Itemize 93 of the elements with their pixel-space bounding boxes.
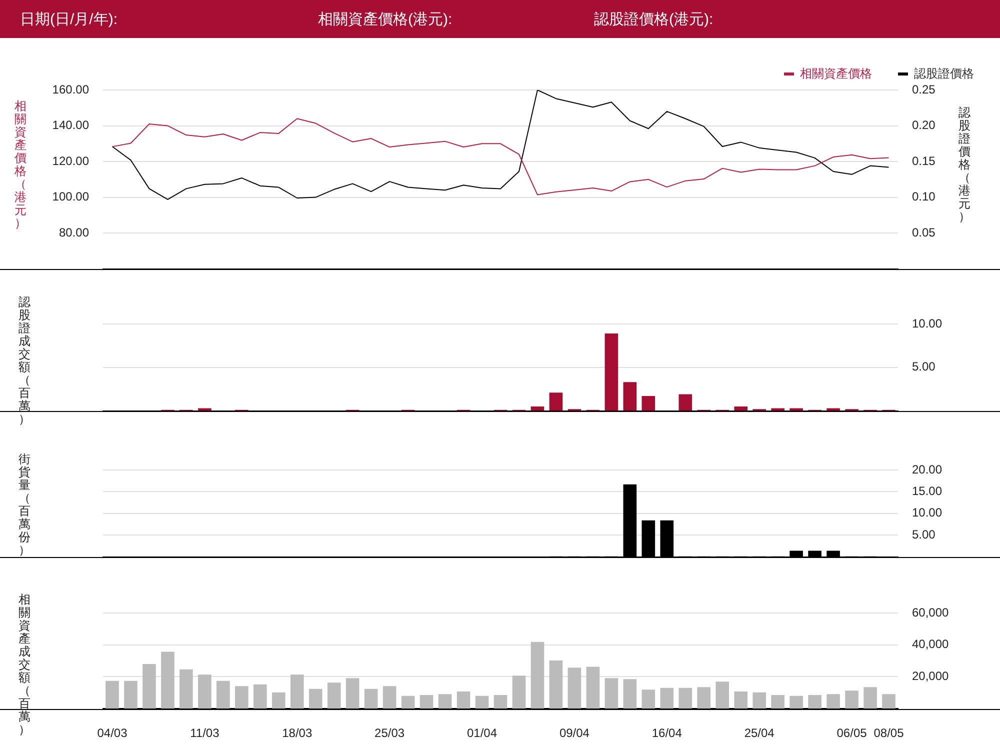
legend-label: 相關資產價格 xyxy=(800,66,872,80)
bar xyxy=(253,684,267,709)
x-tick-label: 04/03 xyxy=(97,726,128,740)
bar xyxy=(364,688,378,709)
bar xyxy=(864,687,877,709)
bar xyxy=(882,694,896,709)
bar xyxy=(623,679,637,709)
x-tick-label: 25/04 xyxy=(744,726,775,740)
y-tick-label: 160.00 xyxy=(52,82,90,96)
bar xyxy=(845,690,858,709)
bar xyxy=(697,687,711,709)
bar xyxy=(216,680,230,709)
bar xyxy=(235,686,248,709)
bar xyxy=(382,686,396,709)
bar xyxy=(290,674,304,709)
legend-label: 認股證價格 xyxy=(914,66,974,80)
bar xyxy=(475,696,489,709)
bar xyxy=(604,678,618,709)
bar xyxy=(494,695,508,709)
bar xyxy=(549,660,563,709)
bar xyxy=(623,382,637,411)
x-tick-label: 01/04 xyxy=(466,726,498,740)
text: 相關資產價格（港元） xyxy=(14,99,26,230)
bar xyxy=(808,695,822,709)
bar xyxy=(790,408,803,411)
text: 認股證價格（港元） xyxy=(958,106,970,224)
y-tick-label: 10.00 xyxy=(912,316,942,330)
bar xyxy=(308,688,322,709)
bar xyxy=(456,692,470,709)
text: 認股證成交額（百萬） xyxy=(18,295,30,426)
bar xyxy=(438,694,452,709)
y2-tick-label: 0.05 xyxy=(912,225,936,240)
bar xyxy=(734,406,748,411)
bar xyxy=(180,669,193,709)
bar xyxy=(771,408,784,411)
bar xyxy=(420,695,434,709)
x-tick-label: 11/03 xyxy=(190,726,220,740)
bar xyxy=(346,678,360,709)
bar xyxy=(530,642,544,709)
bar xyxy=(106,680,119,709)
bar xyxy=(642,690,656,709)
y2-tick-label: 0.25 xyxy=(912,82,936,96)
x-tick-label: 08/05 xyxy=(874,726,904,740)
y-tick-label: 15.00 xyxy=(912,484,942,498)
text: 認股證價格(港元): xyxy=(594,10,714,29)
bar xyxy=(771,695,784,709)
bar xyxy=(642,396,656,411)
bar xyxy=(161,652,174,709)
bar xyxy=(124,680,138,709)
bar xyxy=(198,674,212,709)
y-tick-label: 20.00 xyxy=(912,462,942,476)
x-tick-label: 06/05 xyxy=(836,726,868,740)
y-tick-label: 20,000 xyxy=(912,669,950,684)
y-tick-label: 100.00 xyxy=(52,190,90,204)
bar xyxy=(142,664,156,709)
bar xyxy=(272,692,286,709)
x-tick-label: 25/03 xyxy=(374,726,405,740)
bar xyxy=(327,682,341,709)
y-tick-label: 10.00 xyxy=(912,506,942,520)
bar xyxy=(752,692,766,709)
x-tick-label: 16/04 xyxy=(652,726,682,740)
y-tick-label: 120.00 xyxy=(52,154,90,168)
bar xyxy=(198,408,212,411)
bar xyxy=(716,682,730,709)
bar xyxy=(678,394,692,411)
x-tick-label: 09/04 xyxy=(559,726,590,740)
bar xyxy=(660,688,674,709)
bar xyxy=(401,696,415,709)
bar xyxy=(678,688,692,709)
y-tick-label: 140.00 xyxy=(52,118,90,132)
x-tick-label: 18/03 xyxy=(282,726,312,740)
y-tick-label: 60,000 xyxy=(912,605,950,620)
y-tick-label: 40,000 xyxy=(912,637,950,652)
bar xyxy=(826,694,840,709)
y-tick-label: 5.00 xyxy=(912,527,936,542)
y-tick-label: 5.00 xyxy=(912,360,936,374)
bar xyxy=(790,696,803,709)
text: 相關資產成交額（百萬） xyxy=(18,592,30,736)
bar xyxy=(586,666,600,709)
y2-tick-label: 0.20 xyxy=(912,118,936,132)
text: 日期(日/月/年): xyxy=(20,10,118,29)
bar xyxy=(530,406,544,411)
bar xyxy=(826,408,840,411)
y2-tick-label: 0.15 xyxy=(912,154,936,168)
y-tick-label: 80.00 xyxy=(58,225,90,240)
bar xyxy=(512,676,526,709)
y-axis-title: 街貨量（百萬份） xyxy=(18,452,31,557)
text: 相關資產價格(港元): xyxy=(318,10,452,29)
bar xyxy=(568,668,582,709)
y2-tick-label: 0.10 xyxy=(912,190,936,204)
bar xyxy=(549,392,563,411)
bar xyxy=(604,334,618,411)
bar xyxy=(734,692,748,709)
